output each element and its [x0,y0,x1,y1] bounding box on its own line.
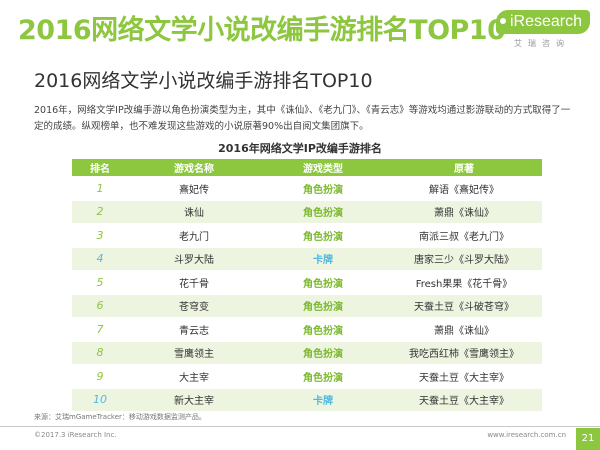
game-type-cell: 角色扮演 [260,200,386,223]
game-type-cell: 卡牌 [260,247,386,270]
rank-cell: 2 [72,200,128,223]
rank-cell: 4 [72,247,128,270]
header-name: 游戏名称 [128,159,260,176]
table-row: 1 熹妃传 角色扮演 解语《熹妃传》 [72,177,542,200]
logo-dot-icon [500,18,506,24]
game-name-cell: 雪鹰领主 [128,341,260,364]
original-work-cell: 解语《熹妃传》 [386,177,542,200]
game-name-cell: 熹妃传 [128,177,260,200]
source-note: 来源：艾瑞mGameTracker：移动游戏数据监测产品。 [34,413,206,421]
original-work-cell: 天蚕土豆《大主宰》 [386,365,542,388]
game-type-cell: 角色扮演 [260,365,386,388]
rank-cell: 8 [72,341,128,364]
original-work-cell: 萧鼎《诛仙》 [386,318,542,341]
subtitle: 2016网络文学小说改编手游排名TOP10 [34,70,373,92]
original-work-cell: 南派三叔《老九门》 [386,224,542,247]
game-type-cell: 角色扮演 [260,271,386,294]
table-header-row: 排名 游戏名称 游戏类型 原著 [72,159,542,176]
table-row: 4 斗罗大陆 卡牌 唐家三少《斗罗大陆》 [72,247,542,270]
game-type-cell: 角色扮演 [260,341,386,364]
table-row: 5 花千骨 角色扮演 Fresh果果《花千骨》 [72,271,542,294]
original-work-cell: Fresh果果《花千骨》 [386,271,542,294]
original-work-cell: 天蚕土豆《大主宰》 [386,388,542,411]
game-name-cell: 苍穹变 [128,294,260,317]
description: 2016年，网络文学IP改编手游以角色扮演类型为主，其中《诛仙》、《老九门》、《… [34,105,571,132]
original-work-cell: 我吃西红柿《雪鹰领主》 [386,341,542,364]
game-type-cell: 角色扮演 [260,318,386,341]
table-row: 9 大主宰 角色扮演 天蚕土豆《大主宰》 [72,365,542,388]
original-work-cell: 天蚕土豆《斗破苍穹》 [386,294,542,317]
rank-cell: 7 [72,318,128,341]
brand: iResearch 艾瑞咨询 [496,8,591,52]
table-row: 8 雪鹰领主 角色扮演 我吃西红柿《雪鹰领主》 [72,341,542,364]
game-type-cell: 角色扮演 [260,177,386,200]
ranking-table: 排名 游戏名称 游戏类型 原著 1 熹妃传 角色扮演 解语《熹妃传》 2 诛仙 角色扮演 萧鼎… [72,158,542,412]
brand-sub: 艾瑞咨询 [514,39,570,48]
game-name-cell: 花千骨 [128,271,260,294]
game-name-cell: 新大主宰 [128,388,260,411]
game-type-cell: 角色扮演 [260,224,386,247]
brand-name: iResearch [510,13,583,30]
game-name-cell: 大主宰 [128,365,260,388]
rank-cell: 9 [72,365,128,388]
rank-cell: 3 [72,224,128,247]
game-name-cell: 斗罗大陆 [128,247,260,270]
page-number: 21 [576,428,600,450]
game-name-cell: 老九门 [128,224,260,247]
table-title: 2016年网络文学IP改编手游排名 [218,142,382,155]
header-type: 游戏类型 [260,159,386,176]
game-name-cell: 诛仙 [128,200,260,223]
header-original: 原著 [386,159,542,176]
original-work-cell: 唐家三少《斗罗大陆》 [386,247,542,270]
table-row: 3 老九门 角色扮演 南派三叔《老九门》 [72,224,542,247]
rank-cell: 5 [72,271,128,294]
copyright: ©2017.3 iResearch Inc. [34,431,117,439]
table-row: 2 诛仙 角色扮演 萧鼎《诛仙》 [72,200,542,223]
rank-cell: 10 [72,388,128,411]
original-work-cell: 萧鼎《诛仙》 [386,200,542,223]
table-row: 10 新大主宰 卡牌 天蚕土豆《大主宰》 [72,388,542,411]
rank-cell: 1 [72,177,128,200]
table-row: 6 苍穹变 角色扮演 天蚕土豆《斗破苍穹》 [72,294,542,317]
game-name-cell: 青云志 [128,318,260,341]
table-row: 7 青云志 角色扮演 萧鼎《诛仙》 [72,318,542,341]
iresearch-logo: iResearch [496,10,591,34]
table-body: 1 熹妃传 角色扮演 解语《熹妃传》 2 诛仙 角色扮演 萧鼎《诛仙》 3 老九门 角色扮演 南派三叔… [72,177,542,411]
header-rank: 排名 [72,159,128,176]
footer-divider [0,426,600,427]
slide-header-title: 2016网络文学小说改编手游排名TOP10 [18,15,506,46]
game-type-cell: 卡牌 [260,388,386,411]
game-type-cell: 角色扮演 [260,294,386,317]
website: www.iresearch.com.cn [487,431,566,439]
rank-cell: 6 [72,294,128,317]
